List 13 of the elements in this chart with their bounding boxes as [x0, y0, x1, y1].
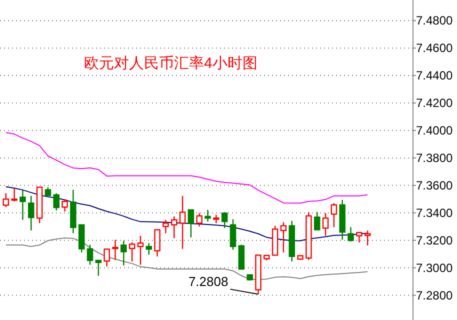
y-tick-label: 7.4600 [416, 41, 454, 56]
y-tick-label: 7.4400 [416, 68, 454, 83]
y-tick-label: 7.4000 [416, 123, 454, 138]
annotation: 7.2808 [188, 274, 228, 290]
y-tick-label: 7.2800 [416, 288, 454, 302]
y-tick-label: 7.3200 [416, 233, 454, 248]
y-tick-label: 7.3600 [416, 178, 454, 192]
y-tick-label: 7.4800 [416, 14, 454, 28]
text: 欧元对人民币汇率4小时图 [84, 55, 258, 72]
y-tick-label: 7.4200 [416, 96, 454, 110]
y-tick-label: 7.3400 [416, 206, 454, 220]
y-tick-label: 7.3800 [416, 150, 454, 165]
y-tick-label: 7.3000 [416, 260, 454, 275]
